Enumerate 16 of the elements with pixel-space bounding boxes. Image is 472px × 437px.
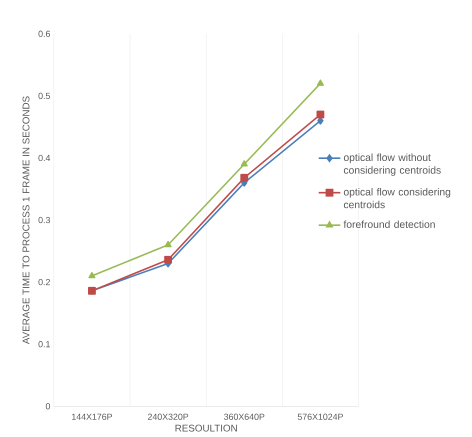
x-tick-label: 576X1024P [298,414,343,420]
legend-label: optical flow considering centroids [344,188,450,208]
y-tick-label: 0.5 [38,92,50,99]
x-tick-label: 360X640P [224,414,264,420]
x-tick-label: 240X320P [148,414,188,420]
legend-label: optical flow without considering centroids [344,153,441,176]
y-tick-label: 0.2 [38,278,50,286]
y-tick-label: 0 [46,402,50,410]
legend-label: forefround detection [344,220,435,228]
y-tick-label: 0.4 [38,154,50,161]
y-tick-label: 0.1 [38,340,50,348]
y-tick-label: 0.6 [38,30,50,37]
x-axis-title: RESOULTION [176,424,237,432]
y-axis-title: AVERAGE TIME TO PROCESS 1 FRAME IN SECONDS [22,96,30,344]
y-tick-label: 0.3 [38,216,50,224]
x-tick-label: 144X176P [72,414,112,420]
